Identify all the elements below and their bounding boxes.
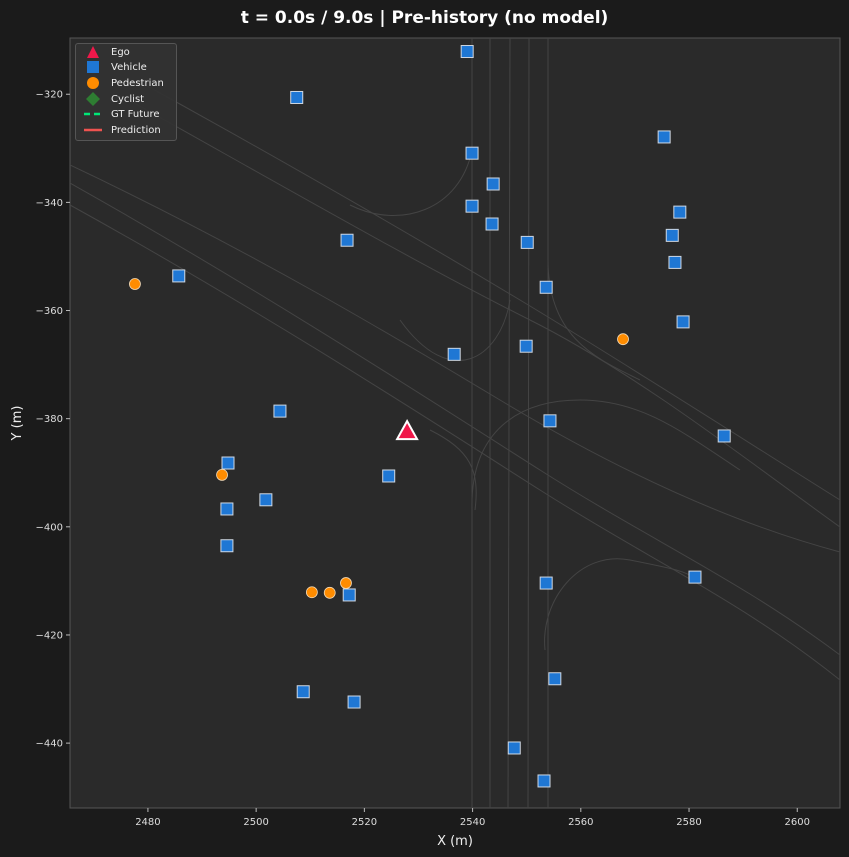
y-tick-label: −360 bbox=[36, 306, 63, 317]
y-tick-label: −420 bbox=[36, 630, 63, 641]
pedestrian-marker bbox=[323, 586, 336, 599]
vehicle-marker bbox=[460, 45, 474, 59]
data-points bbox=[129, 45, 731, 788]
vehicle-marker bbox=[676, 315, 690, 329]
map-lanes bbox=[70, 38, 840, 808]
x-tick-label: 2560 bbox=[568, 817, 593, 828]
diamond-icon bbox=[86, 92, 100, 106]
square-icon bbox=[87, 61, 99, 73]
vehicle-marker bbox=[520, 235, 534, 249]
circle-icon bbox=[87, 77, 99, 89]
vehicle-marker bbox=[340, 233, 354, 247]
vehicle-marker bbox=[543, 414, 557, 428]
x-tick-label: 2580 bbox=[676, 817, 701, 828]
vehicle-marker bbox=[548, 672, 562, 686]
pedestrian-marker bbox=[216, 469, 228, 481]
y-tick-label: −380 bbox=[36, 414, 63, 425]
y-tick-label: −320 bbox=[36, 90, 63, 101]
x-tick-label: 2500 bbox=[243, 817, 268, 828]
vehicle-marker bbox=[259, 493, 273, 507]
vehicle-marker bbox=[347, 695, 361, 709]
vehicle-marker bbox=[539, 576, 553, 590]
legend-label: Pedestrian bbox=[111, 78, 164, 89]
vehicle-marker bbox=[382, 469, 396, 483]
x-tick-label: 2600 bbox=[785, 817, 810, 828]
y-axis: −320 −340 −360 −380 −400 −420 −440 bbox=[36, 90, 70, 750]
y-tick-label: −400 bbox=[36, 522, 63, 533]
vehicle-marker bbox=[447, 347, 461, 361]
vehicle-marker bbox=[507, 741, 521, 755]
pedestrian-marker bbox=[617, 333, 629, 346]
vehicle-marker bbox=[342, 588, 356, 602]
legend-label: Prediction bbox=[111, 125, 161, 136]
legend-label: GT Future bbox=[111, 109, 160, 120]
legend-label: Vehicle bbox=[111, 62, 147, 73]
vehicle-marker bbox=[465, 146, 479, 160]
vehicle-marker bbox=[668, 255, 682, 269]
legend-label: Cyclist bbox=[111, 94, 145, 105]
vehicle-marker bbox=[220, 539, 234, 553]
vehicle-marker bbox=[673, 205, 687, 219]
chart-title: t = 0.0s / 9.0s | Pre-history (no model) bbox=[240, 8, 609, 28]
dashed-line-icon bbox=[84, 112, 102, 116]
vehicle-marker bbox=[172, 269, 186, 283]
vehicle-marker bbox=[657, 130, 671, 144]
vehicle-marker bbox=[485, 217, 499, 231]
pedestrian-marker bbox=[129, 278, 141, 290]
line-icon bbox=[84, 128, 102, 132]
x-tick-label: 2520 bbox=[352, 817, 377, 828]
vehicle-marker bbox=[465, 199, 479, 213]
y-axis-label: Y (m) bbox=[10, 406, 25, 442]
pedestrian-marker bbox=[340, 577, 352, 589]
vehicle-marker bbox=[688, 570, 702, 584]
vehicle-marker bbox=[717, 429, 731, 443]
vehicle-marker bbox=[290, 90, 304, 104]
vehicle-marker bbox=[486, 177, 500, 191]
x-axis-label: X (m) bbox=[437, 834, 473, 849]
vehicle-marker bbox=[220, 502, 234, 516]
y-tick-label: −340 bbox=[36, 198, 63, 209]
triangle-icon bbox=[87, 46, 99, 58]
ego-marker bbox=[395, 419, 419, 441]
vehicle-marker bbox=[296, 685, 310, 699]
x-tick-label: 2540 bbox=[460, 817, 485, 828]
vehicle-marker bbox=[221, 456, 235, 470]
x-axis: 2480 2500 2520 2540 2560 2580 2600 bbox=[135, 808, 810, 828]
plot-area bbox=[69, 37, 841, 809]
vehicle-marker bbox=[537, 774, 551, 788]
vehicle-marker bbox=[665, 228, 679, 242]
legend: Ego Vehicle Pedestrian Cyclist GT Future… bbox=[75, 43, 177, 141]
vehicle-marker bbox=[539, 280, 553, 294]
vehicle-marker bbox=[273, 404, 287, 418]
y-tick-label: −440 bbox=[36, 739, 63, 750]
vehicle-marker bbox=[519, 339, 533, 353]
legend-label: Ego bbox=[111, 47, 130, 58]
x-tick-label: 2480 bbox=[135, 817, 160, 828]
pedestrian-marker bbox=[305, 586, 318, 599]
